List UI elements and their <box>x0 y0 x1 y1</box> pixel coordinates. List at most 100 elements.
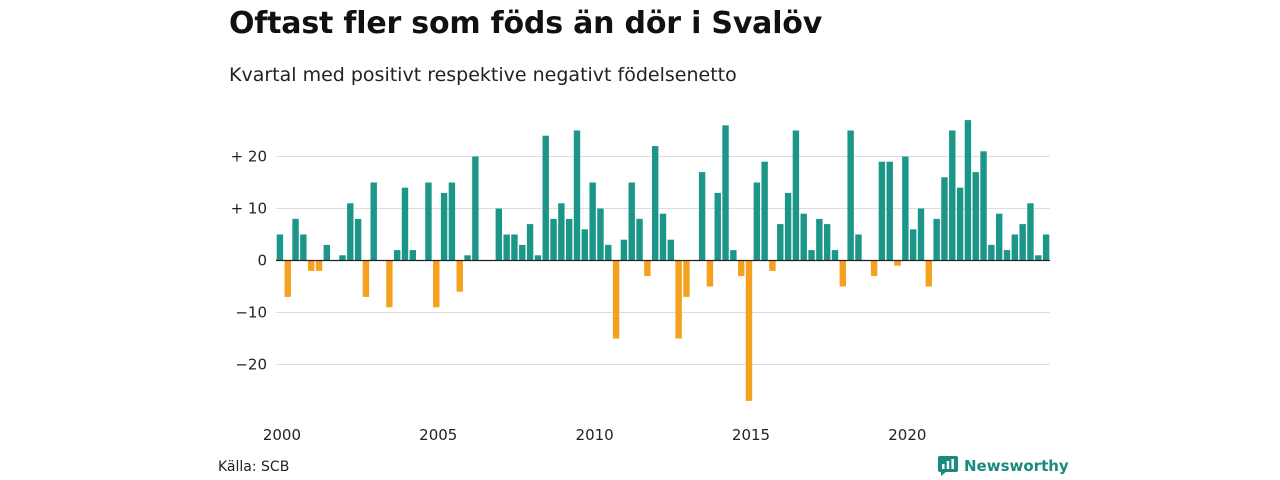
bar <box>839 260 847 287</box>
bar <box>933 218 940 261</box>
bar <box>1042 234 1050 261</box>
bar <box>808 250 815 261</box>
bar <box>675 260 682 339</box>
bars <box>276 120 1050 401</box>
bar <box>761 161 768 261</box>
bar <box>573 130 581 261</box>
x-tick-label: 2020 <box>888 426 926 444</box>
bar <box>589 182 596 261</box>
bar <box>1035 255 1042 261</box>
bar <box>393 250 401 261</box>
y-tick-label: + 20 <box>231 148 267 166</box>
x-tick-label: 2005 <box>419 426 457 444</box>
y-tick-label: 0 <box>257 252 267 270</box>
bar <box>980 151 987 261</box>
brand-name: Newsworthy <box>964 457 1069 475</box>
bar <box>902 156 909 261</box>
bar <box>909 229 917 261</box>
bar <box>784 192 792 261</box>
bar <box>386 260 393 308</box>
bar <box>347 203 354 261</box>
bar <box>542 135 549 261</box>
y-tick-label: −10 <box>235 304 267 322</box>
bar <box>698 172 706 261</box>
bar <box>847 130 854 261</box>
bar <box>667 239 675 261</box>
bar <box>605 244 612 261</box>
bar <box>558 203 565 261</box>
bar <box>339 255 346 261</box>
bar <box>995 213 1003 261</box>
bar <box>433 260 440 308</box>
bar <box>534 255 542 261</box>
bar <box>651 146 659 261</box>
bar <box>511 234 518 261</box>
bar <box>284 260 291 297</box>
bar <box>753 182 761 261</box>
bar <box>894 260 901 266</box>
x-tick-label: 2010 <box>576 426 614 444</box>
bar <box>949 130 956 261</box>
bar <box>425 182 432 261</box>
bar <box>941 177 948 261</box>
bar <box>472 156 479 261</box>
bar <box>401 187 409 261</box>
bar <box>659 213 667 261</box>
bar <box>503 234 510 261</box>
bar <box>777 224 784 261</box>
bar <box>886 161 893 261</box>
bar <box>722 125 729 261</box>
bar <box>464 255 471 261</box>
bar <box>307 260 315 271</box>
bar <box>714 192 721 261</box>
chart-title: Oftast fler som föds än dör i Svalöv <box>229 6 823 41</box>
bar <box>362 260 370 297</box>
bar <box>448 182 456 261</box>
bar <box>300 234 307 261</box>
y-tick-label: −20 <box>235 356 267 374</box>
x-tick-label: 2015 <box>732 426 770 444</box>
bar <box>276 234 284 261</box>
bar <box>292 218 299 261</box>
bar <box>456 260 463 292</box>
x-tick-label: 2000 <box>263 426 301 444</box>
bar <box>706 260 714 287</box>
bar <box>831 250 839 261</box>
bar <box>870 260 878 277</box>
bar <box>956 187 964 261</box>
bar <box>683 260 690 297</box>
bar <box>730 250 737 261</box>
bar <box>800 213 807 261</box>
bar <box>823 224 831 261</box>
bar <box>917 208 925 261</box>
bar <box>354 218 362 261</box>
source-note: Källa: SCB <box>218 459 290 475</box>
bar <box>620 239 628 261</box>
bar <box>644 260 651 277</box>
bar <box>1003 250 1011 261</box>
bar <box>315 260 323 271</box>
bar <box>495 208 503 261</box>
bar <box>550 218 557 261</box>
bar <box>526 224 534 261</box>
bar <box>745 260 753 401</box>
bar <box>1027 203 1034 261</box>
brand-logo: Newsworthy <box>938 456 1069 476</box>
bar <box>925 260 933 287</box>
bar <box>370 182 377 261</box>
bar <box>964 120 972 261</box>
bar <box>988 244 995 261</box>
bar <box>440 192 448 261</box>
axes: + 20 + 10 0 −10 −20 2000 2005 2010 2015 2020 <box>231 148 1050 444</box>
y-tick-label: + 10 <box>231 200 267 218</box>
bar <box>737 260 745 277</box>
bar <box>816 218 823 261</box>
bar <box>972 172 979 261</box>
bar <box>792 130 800 261</box>
bar <box>323 244 331 261</box>
newsworthy-icon <box>938 456 958 476</box>
bar <box>409 250 417 261</box>
bar <box>769 260 776 271</box>
bar <box>1019 224 1026 261</box>
